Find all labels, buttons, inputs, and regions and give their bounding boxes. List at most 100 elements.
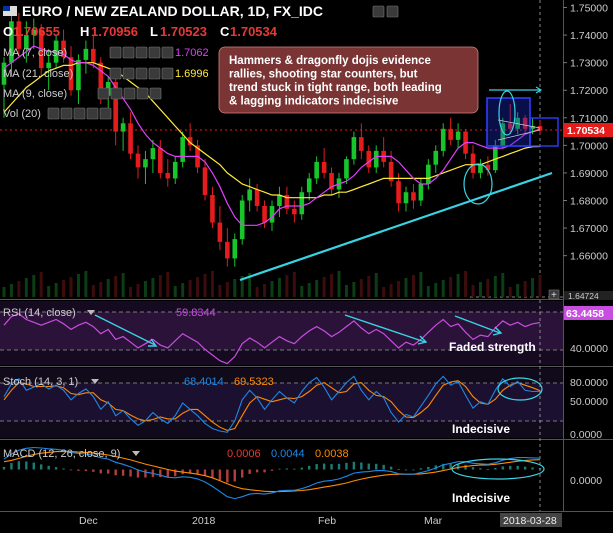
rsi-legend-dropdown-icon[interactable] — [87, 310, 95, 315]
chart-title[interactable]: EURO / NEW ZEALAND DOLLAR, 1D, FX_IDC — [22, 3, 323, 19]
open-key: O — [3, 24, 13, 39]
legend-control-button[interactable] — [86, 107, 99, 120]
add-pane-button[interactable] — [548, 289, 560, 300]
stoch-y-tick-50: 50.0000 — [570, 396, 608, 408]
macd-histogram-bar — [419, 468, 423, 470]
macd-legend-dropdown-icon[interactable] — [132, 451, 140, 456]
macd-histogram-bar — [345, 462, 348, 470]
volume-bar — [307, 283, 311, 297]
volume-bar — [248, 273, 252, 297]
wedge-lower[interactable] — [497, 129, 541, 141]
macd-ellipse[interactable] — [451, 458, 545, 480]
macd-histogram-bar — [367, 463, 370, 470]
volume-bar — [471, 285, 475, 297]
candle-body — [507, 123, 513, 129]
legend-control-button[interactable] — [122, 46, 135, 59]
volume-bar — [196, 277, 200, 297]
title-settings-button[interactable] — [386, 5, 399, 18]
candle-body — [135, 153, 141, 168]
legend-control-button[interactable] — [148, 67, 161, 80]
candle-body — [530, 126, 535, 129]
rsi-legend-label[interactable]: RSI (14, close) — [3, 307, 76, 319]
price-tick-label: 1.75000 — [570, 3, 608, 15]
legend-control-button[interactable] — [123, 87, 136, 100]
legend-control-button[interactable] — [149, 87, 162, 100]
candle-body — [46, 62, 51, 69]
legend-control-button[interactable] — [97, 87, 110, 100]
candle-body — [344, 159, 349, 179]
macd-histogram-bar — [54, 467, 58, 470]
macd-histogram-bar — [375, 463, 378, 470]
ohlc-line: O1.70655 H 1.70956 L 1.70523 C1.70534 — [3, 24, 278, 39]
macd-histogram-bar — [501, 466, 504, 470]
support-trendline[interactable] — [239, 171, 553, 282]
volume-bar — [434, 283, 438, 297]
price-tick-label: 1.66000 — [570, 251, 608, 263]
stoch-ellipse[interactable] — [497, 377, 543, 401]
legend-control-button[interactable] — [109, 46, 122, 59]
volume-bar — [367, 276, 371, 297]
legend-control-button[interactable] — [99, 107, 112, 120]
volume-bar — [456, 274, 460, 297]
shooting-star-ellipse[interactable] — [498, 90, 516, 136]
volume-bar — [181, 283, 185, 297]
stoch-legend-dropdown-icon[interactable] — [91, 379, 99, 384]
ma9-legend-label[interactable]: MA (9, close) — [3, 88, 67, 100]
candle-body — [269, 206, 275, 223]
legend-control-button[interactable] — [135, 46, 148, 59]
stoch-note: Indecisive — [452, 422, 510, 436]
macd-histogram-bar — [270, 469, 274, 471]
low-value: 1.70523 — [160, 24, 207, 39]
open-value: 1.70655 — [13, 24, 60, 39]
rsi-band — [0, 312, 563, 350]
candle-body — [61, 40, 66, 58]
volume-bar — [493, 276, 497, 297]
macd-histogram-bar — [322, 463, 326, 470]
price-tick-label: 1.69000 — [570, 168, 608, 180]
macd-histogram-bar — [263, 469, 266, 473]
candle-body — [143, 159, 148, 168]
legend-buttons — [47, 46, 174, 120]
legend-control-button[interactable] — [135, 67, 148, 80]
macd-legend-label[interactable]: MACD (12, 26, close, 9) — [3, 448, 120, 460]
wedge-upper[interactable] — [497, 119, 541, 129]
ma7-legend-label[interactable]: MA (7, close) — [3, 47, 67, 59]
annotation-text: Hammers & dragonfly dojis evidence rallie… — [229, 55, 442, 108]
legend-control-button[interactable] — [73, 107, 86, 120]
volume-bar — [143, 281, 147, 297]
price-tick-label: 1.72000 — [570, 85, 608, 97]
time-axis[interactable] — [0, 512, 613, 528]
candle-body — [225, 241, 230, 259]
symbol-flag-icon-stripe — [3, 6, 10, 11]
x-tick-2018: 2018 — [192, 515, 216, 527]
high-key: H — [80, 24, 89, 39]
volume-bar — [523, 281, 527, 297]
candle-body — [1, 62, 7, 85]
rsi-trend-arrows[interactable] — [94, 314, 503, 347]
legend-control-button[interactable] — [110, 87, 123, 100]
ma21-legend-label[interactable]: MA (21, close) — [3, 68, 73, 80]
legend-control-button[interactable] — [148, 46, 161, 59]
legend-control-button[interactable] — [136, 87, 149, 100]
hammer-ellipse[interactable] — [463, 163, 493, 205]
lower-edge-price-tag — [564, 291, 613, 300]
vol-legend-label[interactable]: Vol (20) — [3, 108, 41, 120]
stoch-legend-label[interactable]: Stoch (14, 3, 1) — [3, 376, 78, 388]
legend-control-button[interactable] — [122, 67, 135, 80]
candle-body — [232, 239, 238, 259]
annotation-box[interactable] — [218, 46, 479, 114]
title-menu-button[interactable] — [372, 5, 385, 18]
candle-body — [120, 123, 126, 132]
legend-control-button[interactable] — [47, 107, 60, 120]
rsi-value-tag — [564, 306, 613, 320]
lower-edge-price-text: 1.64724 — [568, 291, 599, 301]
legend-control-button[interactable] — [109, 67, 122, 80]
macd-histogram-bar — [166, 469, 169, 478]
moving-averages — [3, 45, 541, 226]
volume-bar — [531, 278, 535, 297]
candle-body — [24, 35, 29, 49]
legend-control-button[interactable] — [60, 107, 73, 120]
legend-control-button[interactable] — [161, 46, 174, 59]
legend-control-button[interactable] — [161, 67, 174, 80]
